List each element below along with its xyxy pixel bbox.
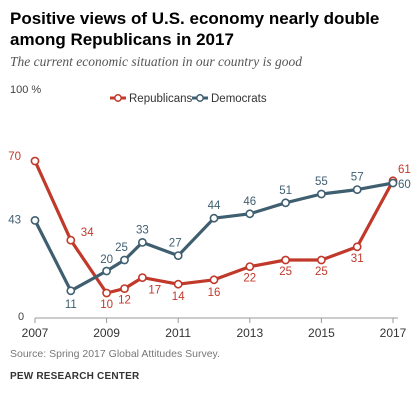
data-point-republicans-2: [102, 288, 111, 298]
chart-subtitle: The current economic situation in our co…: [10, 54, 302, 69]
data-label-republicans-9: 25: [315, 266, 328, 278]
data-label-republicans-8: 25: [279, 266, 292, 278]
data-point-democrats-10: [352, 185, 362, 194]
data-point-democrats-0: [30, 215, 40, 225]
organization-credit: PEW RESEARCH CENTER: [10, 371, 140, 382]
data-point-republicans-1: [66, 235, 76, 245]
chart-title: Positive views of U.S. economy nearly do…: [10, 9, 380, 49]
data-label-democrats-3: 25: [115, 242, 128, 254]
data-label-republicans-11: 61: [398, 164, 411, 176]
data-point-republicans-10: [352, 242, 362, 252]
x-tick-label-2015: 2015: [308, 326, 335, 340]
x-tick-label-2013: 2013: [236, 326, 263, 340]
legend-label-democrats: Democrats: [211, 93, 267, 105]
y-axis-top-label: 100 %: [10, 84, 41, 96]
data-point-republicans-4: [137, 273, 147, 282]
legend-marker-republicans: [114, 94, 122, 102]
data-label-democrats-2: 20: [100, 254, 113, 266]
data-label-democrats-10: 57: [351, 172, 364, 184]
y-axis-bottom-label: 0: [18, 311, 24, 323]
data-point-democrats-3: [120, 255, 129, 265]
data-point-republicans-9: [316, 255, 326, 265]
data-point-republicans-6: [209, 275, 219, 285]
data-label-republicans-7: 22: [243, 273, 256, 285]
data-label-democrats-11: 60: [398, 179, 411, 191]
x-tick-label-2017: 2017: [380, 326, 407, 340]
data-point-democrats-7: [245, 209, 255, 219]
data-label-democrats-6: 44: [208, 200, 221, 212]
data-point-republicans-5: [173, 279, 183, 289]
data-label-republicans-1: 34: [81, 227, 94, 239]
data-label-democrats-5: 27: [169, 238, 182, 250]
data-point-democrats-2: [102, 266, 111, 276]
data-label-republicans-3: 12: [118, 295, 131, 307]
data-point-republicans-7: [245, 262, 255, 271]
data-point-republicans-8: [281, 255, 290, 265]
data-label-republicans-4: 17: [148, 285, 161, 297]
data-point-democrats-1: [66, 286, 76, 296]
x-tick-label-2007: 2007: [22, 326, 49, 340]
data-point-democrats-4: [137, 237, 147, 247]
data-point-democrats-5: [173, 251, 183, 260]
series-line-republicans: [33, 159, 395, 295]
x-tick-label-2011: 2011: [165, 326, 191, 340]
data-label-republicans-0: 70: [8, 151, 21, 163]
data-label-republicans-5: 14: [172, 291, 185, 303]
data-point-democrats-11: [388, 178, 398, 188]
data-point-democrats-9: [316, 189, 326, 199]
data-point-republicans-3: [120, 284, 129, 293]
data-label-democrats-9: 55: [315, 176, 328, 188]
data-point-democrats-8: [281, 198, 290, 208]
data-label-republicans-2: 10: [100, 299, 113, 311]
data-point-democrats-6: [209, 213, 219, 223]
data-label-democrats-7: 46: [243, 196, 256, 208]
data-label-republicans-6: 16: [208, 287, 221, 299]
data-label-democrats-4: 33: [136, 224, 149, 236]
data-label-democrats-8: 51: [279, 185, 292, 197]
series-line-democrats: [33, 181, 395, 293]
data-point-republicans-0: [30, 156, 40, 166]
data-label-democrats-1: 11: [65, 299, 77, 311]
legend-label-republicans: Republicans: [129, 93, 193, 105]
x-tick-label-2009: 2009: [93, 326, 120, 340]
legend-marker-democrats: [196, 94, 204, 102]
data-label-democrats-0: 43: [8, 214, 21, 226]
data-label-republicans-10: 31: [351, 253, 364, 265]
source-note: Source: Spring 2017 Global Attitudes Sur…: [10, 348, 220, 360]
